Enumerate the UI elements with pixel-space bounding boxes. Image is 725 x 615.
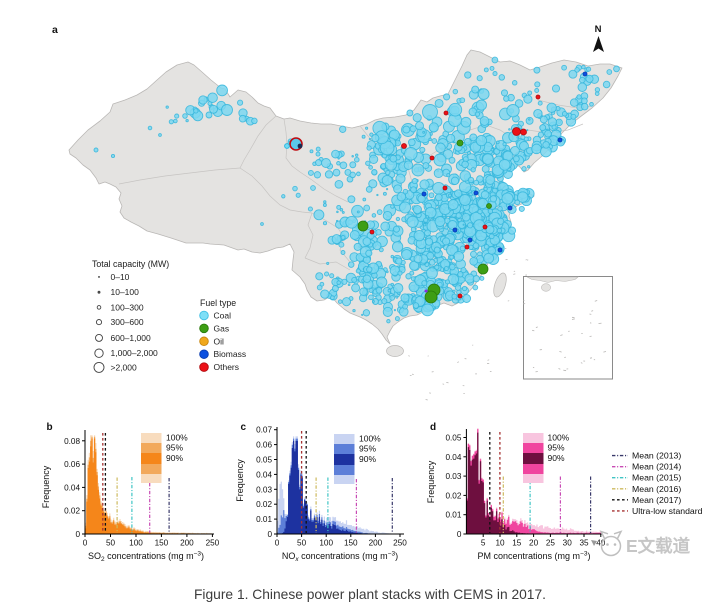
svg-text:Others: Others [214, 362, 240, 372]
svg-text:Oil: Oil [214, 336, 225, 346]
svg-text:Frequency: Frequency [426, 460, 436, 503]
svg-text:50: 50 [297, 539, 307, 548]
svg-text:90%: 90% [166, 453, 183, 463]
svg-text:100%: 100% [359, 434, 381, 444]
svg-text:10: 10 [495, 539, 505, 548]
svg-text:0.01: 0.01 [445, 511, 461, 520]
svg-text:30: 30 [563, 539, 573, 548]
svg-text:0.05: 0.05 [256, 456, 272, 465]
svg-text:Ultra-low standard: Ultra-low standard [632, 506, 703, 516]
svg-text:Figure 1. Chinese power plant: Figure 1. Chinese power plant stacks wit… [194, 587, 546, 602]
svg-text:0.02: 0.02 [256, 500, 272, 509]
svg-text:SO2 concentrations (mg m−3): SO2 concentrations (mg m−3) [88, 551, 204, 564]
svg-text:0.07: 0.07 [256, 426, 272, 435]
svg-text:150: 150 [344, 539, 358, 548]
svg-text:0.06: 0.06 [256, 441, 272, 450]
svg-text:a: a [52, 24, 58, 36]
svg-text:0.04: 0.04 [445, 453, 461, 462]
svg-text:0.03: 0.03 [445, 472, 461, 481]
svg-text:95%: 95% [359, 444, 376, 454]
svg-text:1,000–2,000: 1,000–2,000 [111, 348, 159, 358]
svg-text:Mean (2013): Mean (2013) [632, 451, 681, 461]
svg-text:50: 50 [106, 539, 116, 548]
svg-text:200: 200 [369, 539, 383, 548]
svg-text:N: N [595, 24, 602, 35]
svg-text:5: 5 [481, 539, 486, 548]
svg-text:PM concentrations (mg m−3): PM concentrations (mg m−3) [478, 551, 591, 562]
svg-text:Frequency: Frequency [235, 459, 245, 502]
svg-text:0.03: 0.03 [256, 485, 272, 494]
svg-text:0.04: 0.04 [64, 483, 80, 492]
svg-text:0: 0 [275, 539, 280, 548]
svg-text:0.02: 0.02 [445, 491, 461, 500]
svg-text:Mean (2015): Mean (2015) [632, 473, 681, 483]
svg-text:0.08: 0.08 [64, 437, 80, 446]
svg-text:Frequency: Frequency [41, 465, 51, 508]
svg-text:150: 150 [155, 539, 169, 548]
svg-text:95%: 95% [548, 443, 565, 453]
svg-text:Mean (2016): Mean (2016) [632, 484, 681, 494]
svg-text:Coal: Coal [214, 311, 232, 321]
svg-text:600–1,000: 600–1,000 [111, 333, 151, 343]
svg-text:0.02: 0.02 [64, 507, 80, 516]
svg-text:15: 15 [512, 539, 522, 548]
svg-text:NOx concentrations (mg m−3): NOx concentrations (mg m−3) [282, 551, 398, 564]
svg-text:100%: 100% [166, 433, 188, 443]
svg-text:90%: 90% [548, 453, 565, 463]
svg-text:Biomass: Biomass [214, 349, 247, 359]
svg-text:100–300: 100–300 [111, 302, 144, 312]
svg-text:Total capacity (MW): Total capacity (MW) [92, 259, 169, 269]
svg-text:0–10: 0–10 [111, 272, 130, 282]
svg-text:0: 0 [83, 539, 88, 548]
svg-text:0.05: 0.05 [445, 434, 461, 443]
svg-text:300–600: 300–600 [111, 317, 144, 327]
svg-text:250: 250 [206, 539, 220, 548]
svg-text:90%: 90% [359, 454, 376, 464]
svg-text:>2,000: >2,000 [111, 362, 138, 372]
svg-text:0.04: 0.04 [256, 470, 272, 479]
svg-text:Mean (2014): Mean (2014) [632, 462, 681, 472]
svg-text:d: d [430, 422, 436, 433]
svg-text:b: b [47, 422, 53, 433]
svg-text:35: 35 [579, 539, 589, 548]
svg-text:95%: 95% [166, 443, 183, 453]
svg-text:20: 20 [529, 539, 539, 548]
svg-text:Fuel type: Fuel type [200, 298, 236, 308]
svg-text:100%: 100% [548, 433, 570, 443]
svg-text:250: 250 [393, 539, 407, 548]
svg-text:0.06: 0.06 [64, 460, 80, 469]
svg-text:0: 0 [457, 530, 462, 539]
svg-text:10–100: 10–100 [111, 287, 140, 297]
svg-text:0: 0 [267, 530, 272, 539]
svg-text:c: c [241, 422, 247, 433]
svg-text:200: 200 [180, 539, 194, 548]
svg-text:Mean (2017): Mean (2017) [632, 495, 681, 505]
svg-text:Gas: Gas [214, 323, 230, 333]
svg-text:40: 40 [596, 539, 606, 548]
svg-text:100: 100 [319, 539, 333, 548]
svg-text:E文载道: E文载道 [626, 536, 691, 556]
svg-text:0: 0 [75, 530, 80, 539]
svg-text:25: 25 [546, 539, 556, 548]
svg-text:0.01: 0.01 [256, 515, 272, 524]
svg-text:100: 100 [129, 539, 143, 548]
